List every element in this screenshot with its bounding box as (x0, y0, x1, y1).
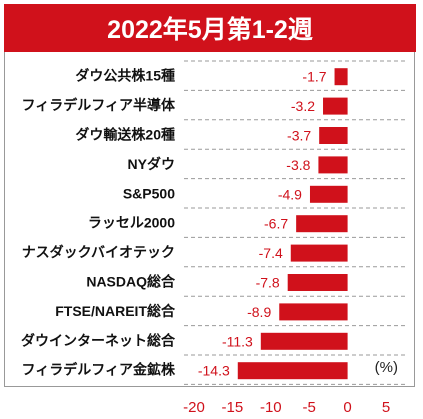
value-label: -6.7 (264, 216, 288, 232)
value-label: -3.8 (286, 157, 310, 173)
value-label: -8.9 (247, 304, 271, 320)
category-label: ナスダックバイオテック (22, 244, 175, 260)
category-label: ダウ輸送株20種 (75, 127, 175, 143)
bar (318, 156, 348, 174)
category-label: S&P500 (123, 185, 175, 201)
x-tick-label: -20 (183, 399, 205, 416)
category-label: ラッセル2000 (88, 215, 175, 231)
value-label: -4.9 (278, 186, 302, 202)
category-label: ダウ公共株15種 (75, 68, 175, 84)
value-label: -14.3 (198, 363, 230, 379)
category-label: フィラデルフィア金鉱株 (22, 362, 176, 378)
bar (279, 303, 348, 321)
category-label: ダウインターネット総合 (21, 332, 176, 348)
x-tick-label: -15 (222, 399, 244, 416)
value-label: -1.7 (302, 69, 326, 85)
bar (287, 274, 348, 291)
category-label: FTSE/NAREIT総合 (55, 303, 176, 319)
bar (309, 185, 348, 203)
bar (260, 332, 348, 350)
x-tick-label: 5 (382, 399, 390, 416)
value-label: -3.7 (287, 128, 311, 144)
bar (319, 127, 348, 144)
value-label: -11.3 (222, 333, 253, 349)
bar (237, 362, 348, 380)
bar (323, 97, 348, 115)
bar (334, 68, 348, 86)
x-tick-label: -10 (260, 399, 282, 416)
unit-label: (%) (375, 359, 398, 376)
category-label: NYダウ (128, 156, 175, 172)
bar (290, 244, 348, 262)
x-tick-label: 0 (343, 399, 351, 416)
value-label: -7.8 (256, 275, 280, 291)
x-tick-label: -5 (303, 399, 316, 416)
value-label: -7.4 (259, 245, 283, 261)
value-label: -3.2 (291, 98, 315, 114)
chart-title: 2022年5月第1-2週 (4, 4, 416, 52)
chart-frame (4, 52, 415, 387)
bar (296, 215, 348, 233)
category-label: NASDAQ総合 (86, 274, 176, 290)
category-label: フィラデルフィア半導体 (22, 97, 176, 113)
